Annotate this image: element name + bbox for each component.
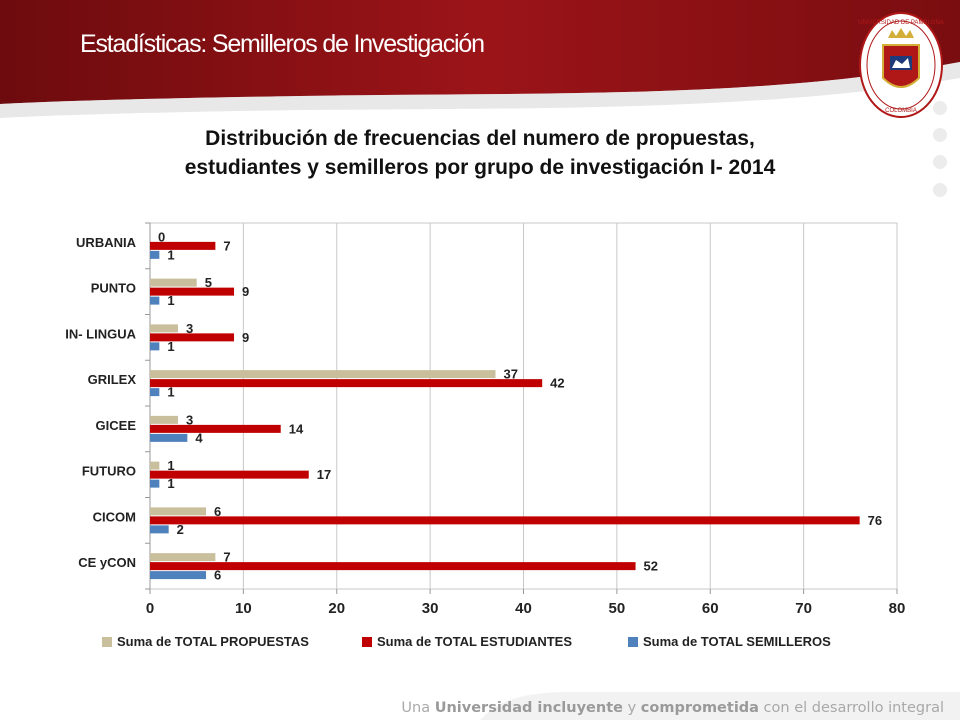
chart-grid [145,222,898,594]
data-label-estudiantes: 17 [317,467,331,482]
legend-swatch-estudiantes [362,637,372,647]
bar-propuestas [150,507,207,516]
x-tick-label: 60 [702,600,719,617]
legend-swatch-semilleros [628,637,638,647]
data-label-estudiantes: 52 [644,559,658,574]
data-label-estudiantes: 14 [289,421,304,436]
legend-swatch-propuestas [102,637,112,647]
chart-bars [150,241,860,580]
decorative-dots [933,101,947,197]
bar-propuestas [150,553,216,562]
data-label-propuestas: 6 [214,504,221,519]
tagline-part-4: comprometida [640,700,759,716]
category-label: IN- LINGUA [65,326,136,341]
data-label-estudiantes: 9 [242,330,249,345]
bar-estudiantes [150,333,235,342]
bar-estudiantes [150,516,860,525]
footer-tagline: Una Universidad incluyente y comprometid… [401,700,944,716]
chart-title-line-2: estudiantes y semilleros por grupo de in… [184,156,776,179]
data-label-propuestas: 0 [158,229,165,244]
bar-estudiantes [150,424,281,433]
data-label-propuestas: 37 [503,367,517,382]
data-label-estudiantes: 7 [223,238,230,253]
x-axis-tick-labels: 0 10 20 30 40 50 60 70 80 [146,600,906,617]
bar-semilleros [150,433,188,442]
data-label-semilleros: 1 [167,385,174,400]
data-label-propuestas: 7 [223,550,230,565]
header-banner [0,0,960,118]
data-label-estudiantes: 76 [868,513,882,528]
bar-semilleros [150,571,207,580]
x-tick-label: 40 [515,600,532,617]
x-tick-label: 20 [328,600,345,617]
tagline-part-1: Una [401,700,435,716]
bar-propuestas [150,324,179,333]
x-tick-label: 0 [146,600,154,617]
bar-estudiantes [150,470,309,479]
data-label-semilleros: 2 [177,522,184,537]
logo-text: UNIVERSIDAD DE PAMPLONA [858,20,944,26]
bar-semilleros [150,388,160,397]
data-label-semilleros: 1 [167,293,174,308]
data-label-propuestas: 5 [205,275,212,290]
x-tick-label: 10 [235,600,252,617]
x-tick-label: 50 [609,600,626,617]
bar-estudiantes [150,241,216,250]
data-label-semilleros: 1 [167,339,174,354]
bar-propuestas [150,278,197,287]
bar-estudiantes [150,287,235,296]
bar-semilleros [150,250,160,259]
tagline-part-2: Universidad incluyente [434,700,623,716]
x-tick-label: 30 [422,600,439,617]
data-label-semilleros: 1 [167,247,174,262]
data-label-semilleros: 1 [167,476,174,491]
tagline-part-5: con el desarrollo integral [758,700,944,716]
category-label: CICOM [93,509,136,524]
data-label-estudiantes: 42 [550,376,564,391]
category-label: GICEE [96,418,137,433]
data-label-propuestas: 1 [167,458,174,473]
slide-title: Estadísticas: Semilleros de Investigació… [80,30,485,58]
bar-chart: URBANIA PUNTO IN- LINGUA GRILEX GICEE FUTURO C… [65,222,906,649]
bar-propuestas [150,415,179,424]
data-label-semilleros: 6 [214,568,221,583]
logo-country: COLOMBIA [885,108,917,114]
bar-semilleros [150,342,160,351]
data-label-semilleros: 4 [195,430,203,445]
x-tick-label: 70 [795,600,812,617]
bar-estudiantes [150,379,543,388]
tagline-part-3: y [622,700,641,716]
category-label: FUTURO [82,464,136,479]
university-seal-logo: UNIVERSIDAD DE PAMPLONA COLOMBIA [858,12,944,118]
legend-label-propuestas: Suma de TOTAL PROPUESTAS [117,634,309,649]
category-label: GRILEX [88,372,137,387]
data-label-propuestas: 3 [186,321,193,336]
category-label: CE yCON [78,555,136,570]
footer-strip [480,692,960,720]
chart-title: Distribución de frecuencias del numero d… [0,124,960,182]
chart-legend: Suma de TOTAL PROPUESTAS Suma de TOTAL ES… [102,634,831,649]
bar-propuestas [150,370,496,379]
data-label-propuestas: 3 [186,412,193,427]
bar-semilleros [150,296,160,305]
x-tick-label: 80 [889,600,906,617]
bar-semilleros [150,525,169,534]
bar-estudiantes [150,562,636,571]
category-labels: URBANIA PUNTO IN- LINGUA GRILEX GICEE FUTURO C… [65,235,136,570]
legend-label-estudiantes: Suma de TOTAL ESTUDIANTES [377,634,572,649]
chart-title-line-1: Distribución de frecuencias del numero d… [205,127,755,150]
category-label: PUNTO [91,281,136,296]
bar-semilleros [150,479,160,488]
data-label-estudiantes: 9 [242,284,249,299]
category-label: URBANIA [76,235,137,250]
legend-label-semilleros: Suma de TOTAL SEMILLEROS [643,634,831,649]
bar-propuestas [150,461,160,470]
